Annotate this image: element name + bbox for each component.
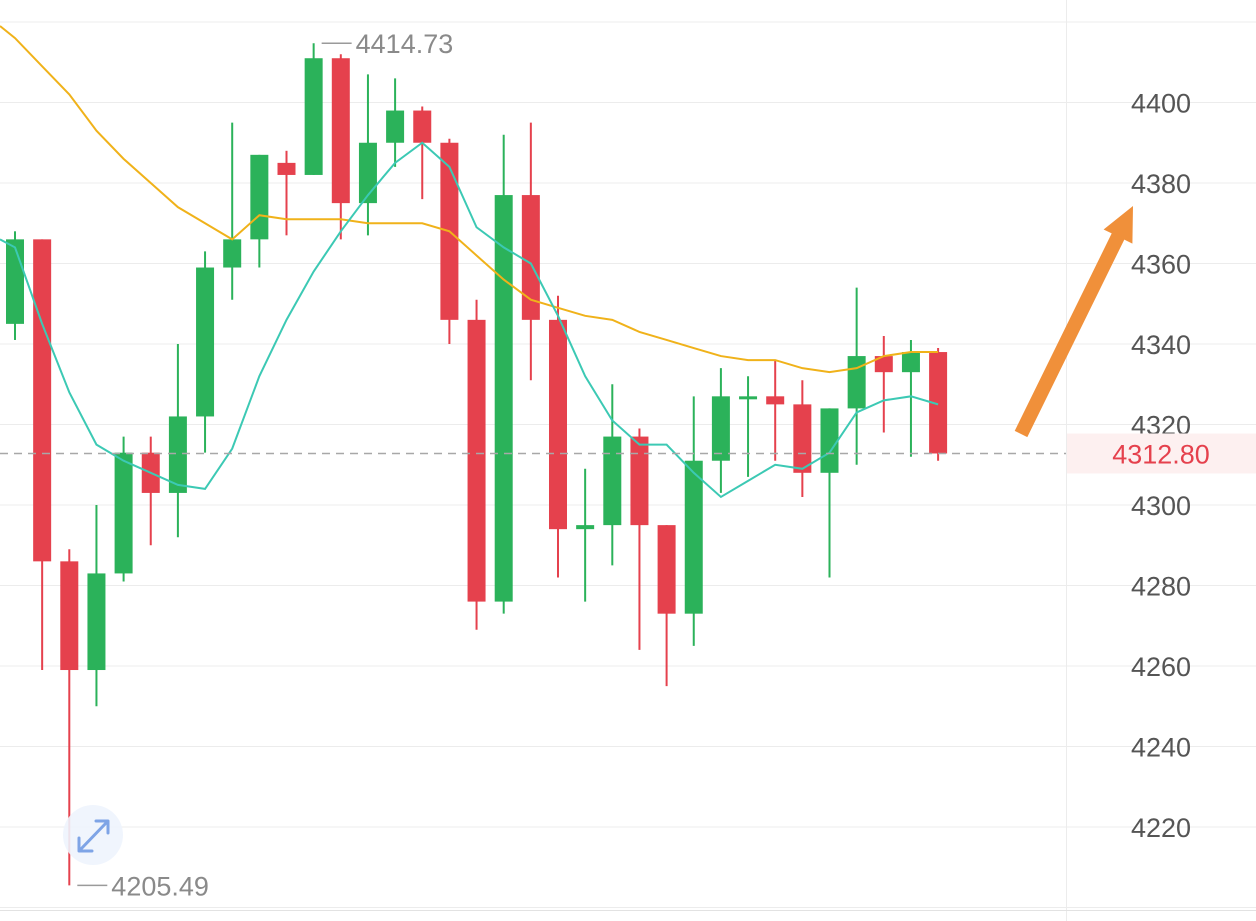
y-tick-label: 4360 bbox=[1131, 250, 1191, 280]
candle bbox=[114, 436, 133, 582]
y-tick-label: 4280 bbox=[1131, 572, 1191, 602]
candle-body bbox=[304, 58, 323, 175]
high-marker-label: 4414.73 bbox=[356, 29, 454, 59]
candle-body bbox=[60, 561, 79, 671]
candle bbox=[630, 428, 649, 650]
moving-averages bbox=[0, 25, 939, 499]
candle-body bbox=[196, 267, 215, 417]
candle-body bbox=[413, 110, 432, 143]
y-tick-label: 4340 bbox=[1131, 330, 1191, 360]
candle bbox=[33, 239, 52, 671]
candle bbox=[657, 525, 676, 687]
candle-body bbox=[901, 352, 920, 373]
candle-body bbox=[549, 319, 567, 530]
y-tick-label: 4220 bbox=[1131, 813, 1191, 843]
extreme-markers: 4414.73 4205.49 bbox=[77, 29, 453, 901]
candle bbox=[467, 299, 486, 630]
candle bbox=[874, 335, 893, 433]
candle bbox=[277, 150, 296, 236]
candle-body bbox=[603, 436, 622, 526]
candle-body bbox=[739, 396, 758, 400]
candle bbox=[711, 368, 730, 493]
candle bbox=[820, 408, 839, 578]
candle-body bbox=[277, 162, 296, 175]
current-price-badge: 4312.80 bbox=[1067, 433, 1256, 474]
candle-body bbox=[766, 396, 785, 405]
candle bbox=[250, 154, 269, 268]
candle-body bbox=[114, 452, 133, 574]
candle bbox=[440, 138, 459, 344]
candle bbox=[739, 376, 758, 477]
candle bbox=[331, 54, 350, 240]
candle-body bbox=[250, 154, 269, 240]
candle bbox=[223, 122, 242, 300]
candle-body bbox=[6, 239, 24, 324]
candle bbox=[168, 344, 187, 538]
current-price-label: 4312.80 bbox=[1112, 439, 1210, 469]
candle-body bbox=[223, 239, 242, 268]
candle-body bbox=[576, 525, 595, 530]
candle-body bbox=[793, 404, 812, 473]
candle bbox=[521, 122, 540, 381]
candle-body bbox=[711, 396, 730, 461]
candle bbox=[603, 384, 622, 566]
candle bbox=[413, 106, 432, 200]
candle bbox=[847, 287, 866, 465]
candle bbox=[494, 134, 513, 614]
candle-body bbox=[358, 142, 377, 204]
axis-separator bbox=[1066, 0, 1067, 921]
expand-icon[interactable] bbox=[63, 805, 123, 865]
candle bbox=[304, 43, 323, 175]
low-marker-label: 4205.49 bbox=[111, 871, 209, 901]
candle-body bbox=[87, 573, 106, 671]
candle-body bbox=[874, 356, 893, 373]
candle bbox=[386, 78, 405, 167]
candle bbox=[358, 74, 377, 236]
candle-body bbox=[386, 110, 405, 143]
candle bbox=[549, 295, 567, 578]
candle bbox=[901, 339, 920, 457]
candles bbox=[6, 43, 948, 886]
candle-body bbox=[467, 319, 486, 602]
candle-body bbox=[630, 436, 649, 526]
y-tick-label: 4260 bbox=[1131, 652, 1191, 682]
y-tick-label: 4300 bbox=[1131, 491, 1191, 521]
candle bbox=[684, 396, 703, 646]
candle-body bbox=[684, 460, 703, 614]
ma-long-line bbox=[0, 25, 939, 374]
candle-body bbox=[929, 352, 948, 454]
candle-body bbox=[168, 416, 187, 493]
candle-body bbox=[494, 195, 513, 602]
candle-body bbox=[33, 239, 52, 562]
trend-arrow-up-icon bbox=[1014, 206, 1133, 438]
y-tick-label: 4380 bbox=[1131, 169, 1191, 199]
grid-lines bbox=[0, 21, 1256, 908]
candle-body bbox=[521, 195, 540, 320]
y-tick-label: 4400 bbox=[1131, 89, 1191, 119]
candle bbox=[576, 468, 595, 602]
ma-short-line bbox=[0, 141, 939, 499]
bottom-border bbox=[0, 910, 1256, 911]
candle-body bbox=[820, 408, 839, 473]
y-tick-label: 4240 bbox=[1131, 733, 1191, 763]
candle-body bbox=[331, 58, 350, 204]
candle bbox=[793, 380, 812, 497]
candle bbox=[87, 505, 106, 707]
candle-body bbox=[847, 356, 866, 409]
candle-body bbox=[657, 525, 676, 614]
candle bbox=[196, 251, 215, 453]
candle bbox=[766, 360, 785, 461]
